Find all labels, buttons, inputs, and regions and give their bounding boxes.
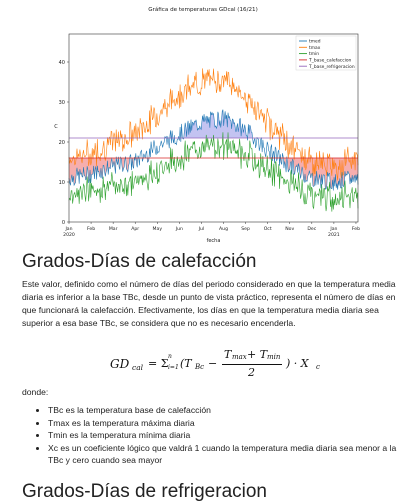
plot-frame	[68, 33, 359, 223]
donde-label: donde:	[22, 387, 49, 397]
x-tick-label: May	[153, 226, 163, 232]
x-tick-label: 2020	[63, 232, 75, 238]
x-tick-label: Mar	[109, 226, 118, 232]
y-tick-label: 0	[62, 220, 65, 226]
legend-entry: tmed	[309, 39, 321, 45]
y-tick-label: 20	[59, 140, 65, 146]
y-tick-label: 40	[59, 60, 65, 66]
list-item: Tmin es la temperatura mínima diaria	[48, 429, 400, 442]
x-tick-label: Apr	[131, 226, 139, 232]
x-tick-label: Feb	[87, 226, 95, 232]
x-tick-label: Jun	[175, 226, 183, 232]
x-tick-label: Feb	[352, 226, 360, 232]
series-line-tmax	[68, 68, 359, 181]
x-tick-label: Oct	[264, 226, 272, 232]
x-tick-label: Jan	[329, 226, 337, 232]
series-line-tmin	[68, 132, 359, 212]
x-tick-label: Jan	[64, 226, 72, 232]
formula-gdcal: GD cal = Σ n i=1 (T Bc − T max + T min 2…	[110, 348, 320, 379]
section-title-calefaccion: Grados-Días de calefacción	[22, 251, 257, 272]
list-item: Tmax es la temperatura máxima diaria	[48, 417, 400, 430]
series-line-tmed	[68, 109, 359, 191]
y-tick-label: 10	[59, 180, 65, 186]
list-item: Xc es un coeficiente lógico que valdrá 1…	[48, 442, 400, 467]
area-refrigeracion	[164, 109, 262, 138]
legend-entry: tmax	[309, 45, 321, 51]
legend-entry: tmin	[309, 51, 319, 57]
x-tick-label: 2021	[328, 232, 340, 238]
list-item: TBc es la temperatura base de calefacció…	[48, 404, 400, 417]
x-tick-label: Sep	[241, 226, 250, 232]
x-axis-label: fecha	[207, 238, 221, 244]
y-axis-label: C	[54, 124, 58, 130]
x-tick-label: Nov	[285, 226, 294, 232]
paragraph-calefaccion: Este valor, definido como el número de d…	[22, 279, 396, 328]
y-tick-label: 30	[59, 100, 65, 106]
legend-entry: T_base_refrigeracion	[308, 64, 355, 70]
section-title-refrigeracion: Grados-Días de refrigeracion	[22, 481, 267, 502]
chart-title: Gráfica de temperaturas GDcal (16/21)	[148, 6, 258, 13]
temperature-chart: Gráfica de temperaturas GDcal (16/21) 0 10…	[54, 6, 360, 244]
definition-list: TBc es la temperatura base de calefacció…	[22, 404, 400, 467]
legend-box	[295, 35, 357, 71]
x-tick-label: Jul	[198, 226, 205, 232]
legend-entry: T_base_calefaccion	[308, 58, 352, 64]
x-tick-label: Aug	[219, 226, 228, 232]
x-tick-label: Dec	[307, 226, 316, 232]
